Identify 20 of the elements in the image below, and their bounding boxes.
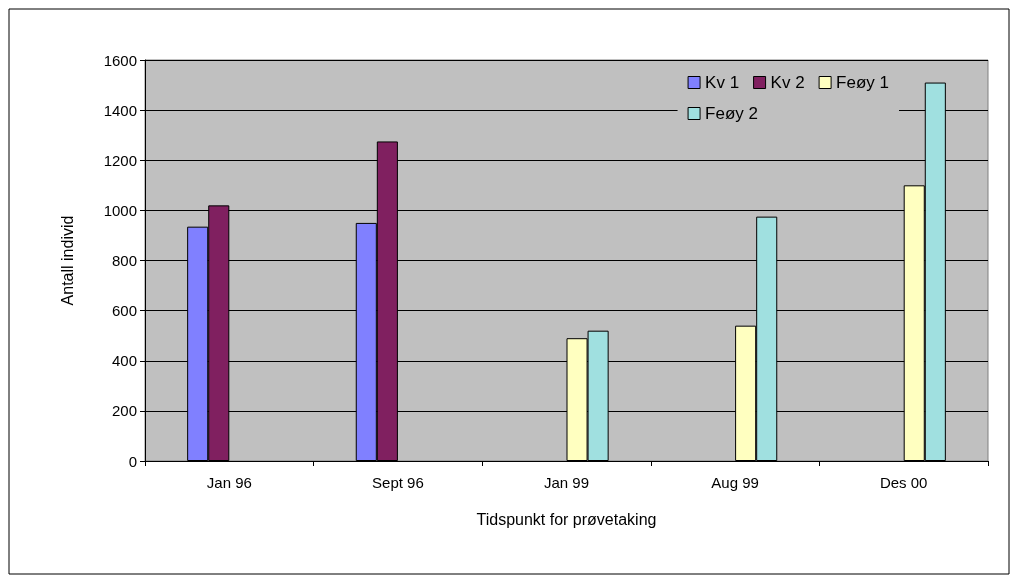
y-tick-label: 800 bbox=[111, 252, 137, 269]
legend-label: Kv 1 bbox=[705, 73, 740, 92]
y-tick-label: 1600 bbox=[103, 51, 137, 69]
y-tick-label: 1000 bbox=[103, 201, 137, 219]
x-tick-label: Jan 99 bbox=[543, 474, 590, 491]
y-tick-label: 1200 bbox=[103, 151, 137, 169]
legend-label: Feøy 2 bbox=[705, 104, 758, 123]
x-tick-label: Aug 99 bbox=[711, 474, 759, 491]
y-tick-label: 600 bbox=[111, 302, 137, 320]
y-tick-label: 400 bbox=[111, 352, 137, 370]
y-tick-label: 0 bbox=[128, 452, 137, 470]
x-tick-label: Jan 96 bbox=[206, 474, 252, 491]
x-axis-title: Tidspunkt for prøvetaking bbox=[476, 510, 657, 528]
y-tick-label: 1400 bbox=[103, 101, 137, 119]
legend-label: Kv 2 bbox=[770, 73, 805, 92]
legend-label: Feøy 1 bbox=[836, 73, 890, 92]
y-tick-label: 200 bbox=[111, 402, 137, 420]
x-tick-label: Sept 96 bbox=[372, 474, 424, 491]
y-axis-title: Antall individ bbox=[58, 215, 76, 306]
x-tick-label: Des 00 bbox=[879, 474, 928, 491]
